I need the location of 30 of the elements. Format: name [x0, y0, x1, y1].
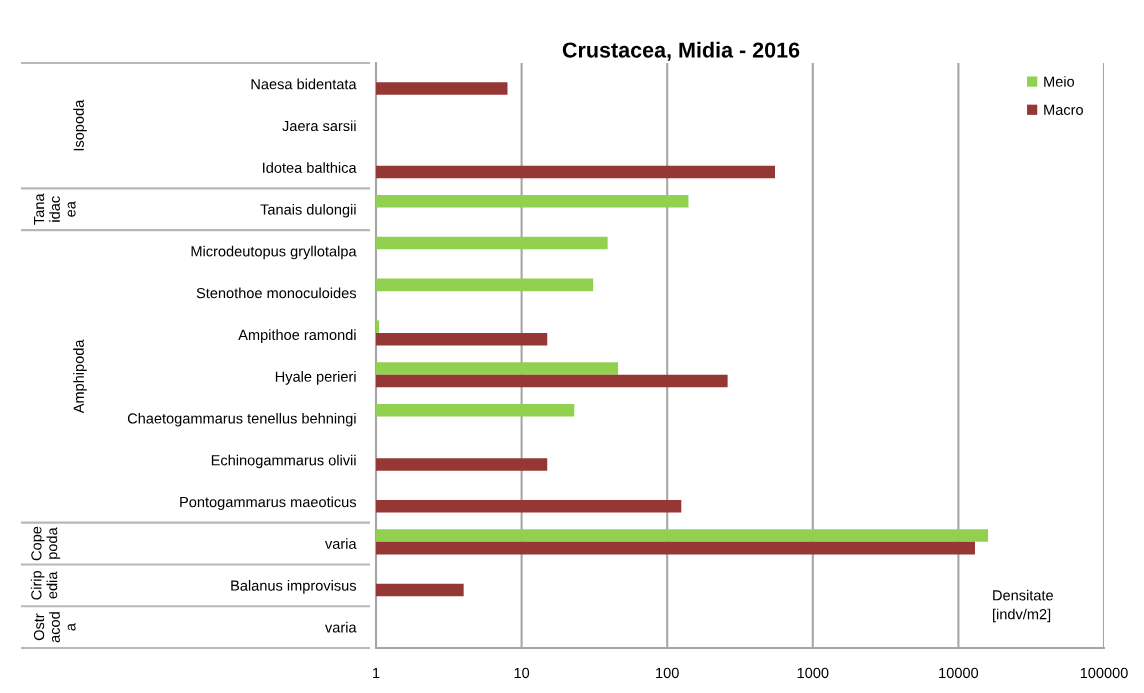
y-tick-label: Jaera sarsii [282, 120, 356, 132]
y-tick-label: Chaetogammarus tenellus behningi [127, 412, 356, 427]
y-tick-label: Hyale perieri [275, 371, 356, 385]
y2-tick-label: Tana idac ea [34, 193, 76, 225]
y-tick-label: Microdeutopus gryllotalpa [191, 245, 357, 260]
legend-label: Macro [1044, 104, 1083, 116]
x-tick-label: 1000 [797, 667, 829, 679]
legend-label: Meio [1044, 76, 1075, 87]
y-tick-label: Tanais dulongii [260, 203, 356, 218]
chart-title: Crustacea, Midia - 2016 [562, 41, 800, 61]
y2-tick-label: Cope poda [31, 526, 61, 561]
y-tick-label: Naesa bidentata [251, 78, 357, 90]
y2-tick-label: Cirip edia [30, 570, 58, 600]
y-tick-label: varia [325, 538, 357, 549]
y-tick-label: Idotea balthica [263, 162, 357, 173]
x-tick-label: 1 [373, 667, 380, 679]
y2-tick-label: Amphipoda [73, 339, 87, 414]
y-tick-label: Echinogammarus olivii [211, 454, 356, 469]
y-tick-label: Stenothoe monoculoides [196, 287, 357, 299]
y-tick-label: Balanus improvisus [231, 580, 357, 594]
x-tick-label: 10000 [939, 667, 979, 679]
y2-tick-label: Isopoda [73, 99, 87, 151]
x-axis-title: Densitate [indv/m2] [993, 589, 1053, 623]
y-tick-label: Ampithoe ramondi [238, 329, 356, 343]
x-tick-label: 10 [514, 667, 530, 679]
y-tick-label: Pontogammarus maeoticus [180, 496, 357, 511]
x-tick-label: 100 [656, 667, 679, 679]
y-tick-label: varia [325, 621, 357, 633]
x-tick-label: 100000 [1080, 667, 1128, 679]
y2-tick-label: Ostr acod a [33, 612, 76, 643]
